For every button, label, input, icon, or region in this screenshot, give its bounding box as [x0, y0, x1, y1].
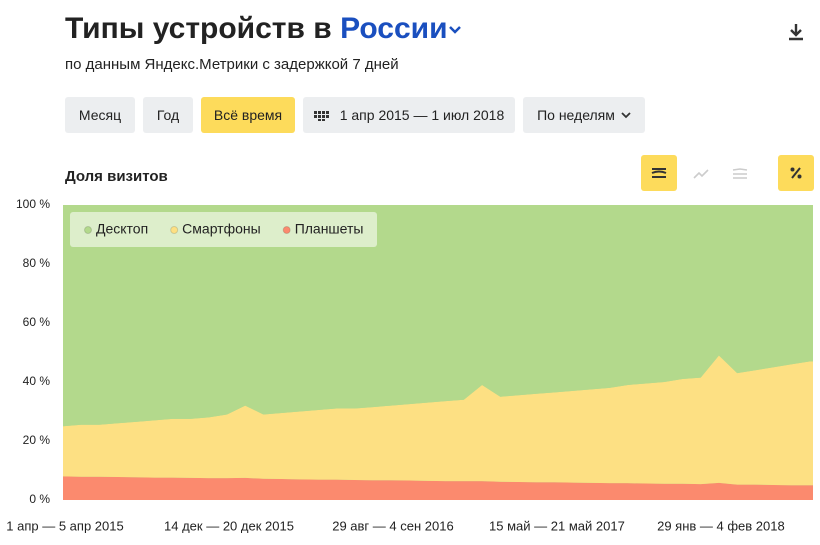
region-select[interactable]: России: [340, 12, 461, 45]
x-tick-label: 1 апр — 5 апр 2015: [6, 518, 123, 533]
area: [63, 205, 813, 427]
grouping: По неделям: [537, 107, 615, 123]
percent-icon: [790, 167, 802, 179]
y-tick-label: 20 %: [23, 433, 51, 447]
stacked-view-button[interactable]: [641, 155, 677, 191]
percent-button[interactable]: [778, 155, 814, 191]
page-title: Типы устройств в России: [65, 12, 462, 46]
stacked-icon: [651, 168, 667, 178]
date-range-button[interactable]: 1 апр 2015 — 1 июл 2018: [303, 97, 515, 133]
y-tick-label: 0 %: [29, 492, 50, 506]
line-view-button[interactable]: [683, 155, 719, 191]
title-text: Типы устройств в: [65, 12, 332, 45]
area-icon: [732, 168, 748, 179]
y-tick-label: 80 %: [23, 256, 51, 270]
area: [63, 355, 813, 486]
x-tick-label: 15 май — 21 май 2017: [489, 518, 625, 533]
x-tick-label: 29 авг — 4 сен 2016: [332, 518, 453, 533]
y-tick-label: 100 %: [16, 197, 50, 211]
period-button[interactable]: Год: [143, 97, 193, 133]
period-button[interactable]: Месяц: [65, 97, 135, 133]
legend: Десктоп Смартфоны Планшеты: [70, 212, 377, 247]
chart-title: Доля визитов: [65, 168, 168, 185]
legend-dot: [282, 226, 291, 234]
chevron: [621, 112, 631, 119]
line-icon: [693, 169, 709, 179]
area: [63, 476, 813, 500]
grouping-button[interactable]: По неделям: [523, 97, 645, 133]
y-tick-label: 60 %: [23, 315, 51, 329]
chevron: [448, 26, 461, 34]
legend-box: [70, 212, 377, 247]
y-tick-label: 40 %: [23, 374, 51, 388]
legend-label: Смартфоны: [182, 221, 261, 237]
download-icon[interactable]: [786, 22, 806, 42]
x-tick-label: 14 дек — 20 дек 2015: [164, 518, 294, 533]
period-button[interactable]: Всё время: [201, 97, 295, 133]
subtitle: по данным Яндекс.Метрики с задержкой 7 д…: [65, 56, 399, 73]
calendar-icon: [313, 111, 329, 122]
area-view-button[interactable]: [722, 155, 758, 191]
x-tick-label: 29 янв — 4 фев 2018: [657, 518, 785, 533]
legend-label: Десктоп: [96, 221, 148, 237]
date-range: 1 апр 2015 — 1 июл 2018: [339, 107, 505, 123]
region: России: [340, 12, 448, 45]
legend-dot: [170, 226, 179, 234]
legend-label: Планшеты: [295, 221, 364, 237]
legend-dot: [84, 226, 92, 234]
